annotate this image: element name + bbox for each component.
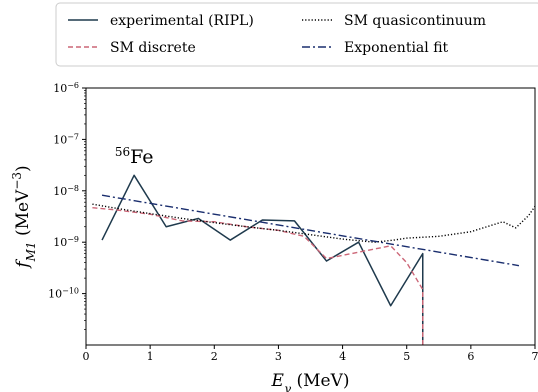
- x-tick-label: 0: [83, 350, 90, 363]
- y-tick-label: 10−7: [53, 132, 79, 147]
- x-tick-label: 6: [467, 350, 474, 363]
- x-tick-label: 4: [339, 350, 346, 363]
- y-tick-label: 10−9: [53, 235, 79, 250]
- x-tick-label: 2: [211, 350, 218, 363]
- plot-frame: [85, 87, 536, 346]
- series-line-experimental-ripl: [101, 174, 424, 345]
- legend-label: experimental (RIPL): [110, 13, 254, 29]
- x-tick-label: 5: [403, 350, 410, 363]
- y-tick-label: 10−6: [53, 81, 79, 96]
- nucleus-annotation: 56Fe: [115, 145, 154, 168]
- legend-box: [55, 2, 538, 67]
- series-line-sm-discrete: [92, 206, 424, 345]
- y-tick-label: 10−10: [48, 286, 79, 301]
- series-line-exponential-fit: [101, 194, 520, 267]
- legend-label: Exponential fit: [344, 40, 449, 56]
- x-tick-label: 7: [532, 350, 538, 363]
- series-line-sm-quasicontinuum: [92, 203, 536, 243]
- legend: experimental (RIPL) SM discrete SM quasico…: [55, 2, 538, 67]
- legend-label: SM discrete: [110, 40, 196, 56]
- x-axis-label: Eγ (MeV): [270, 371, 349, 392]
- axes: 0 1 2 3 4 5 6 7 10−10 10−9 10−8 10−7 10−6: [48, 81, 538, 364]
- y-tick-label: 10−8: [53, 183, 79, 198]
- x-tick-label: 3: [275, 350, 282, 363]
- x-tick-label: 1: [147, 350, 154, 363]
- y-axis-label: fM1 (MeV−3): [10, 165, 38, 269]
- plot-area: [92, 174, 536, 345]
- legend-label: SM quasicontinuum: [344, 13, 486, 29]
